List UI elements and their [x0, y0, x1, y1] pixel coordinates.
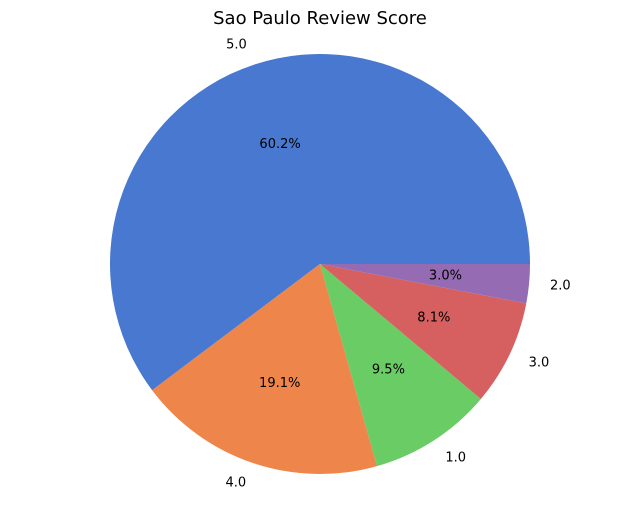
pie-slice-4-0 [152, 264, 378, 474]
pie-slices [110, 54, 530, 474]
slice-percent-5-0: 60.2% [259, 137, 300, 152]
pie-slice-2-0 [320, 264, 530, 304]
pie-slice-3-0 [320, 264, 527, 399]
slice-label-3-0: 3.0 [529, 356, 550, 371]
pie-slice-5-0 [110, 54, 530, 391]
slice-label-2-0: 2.0 [550, 278, 571, 293]
chart-title: Sao Paulo Review Score [213, 8, 427, 29]
slice-percent-1-0: 9.5% [372, 362, 405, 377]
slice-label-4-0: 4.0 [225, 475, 246, 490]
pie-slice-1-0 [320, 264, 481, 467]
slice-percent-3-0: 8.1% [417, 311, 450, 326]
slice-percent-2-0: 3.0% [429, 268, 462, 283]
slice-label-1-0: 1.0 [445, 450, 466, 465]
pie-labels: 5.0 60.2% 4.0 19.1% 1.0 9.5% 3.0 8.1% 2.0 3.0% [225, 37, 570, 490]
slice-label-5-0: 5.0 [226, 37, 247, 52]
slice-percent-4-0: 19.1% [259, 376, 300, 391]
